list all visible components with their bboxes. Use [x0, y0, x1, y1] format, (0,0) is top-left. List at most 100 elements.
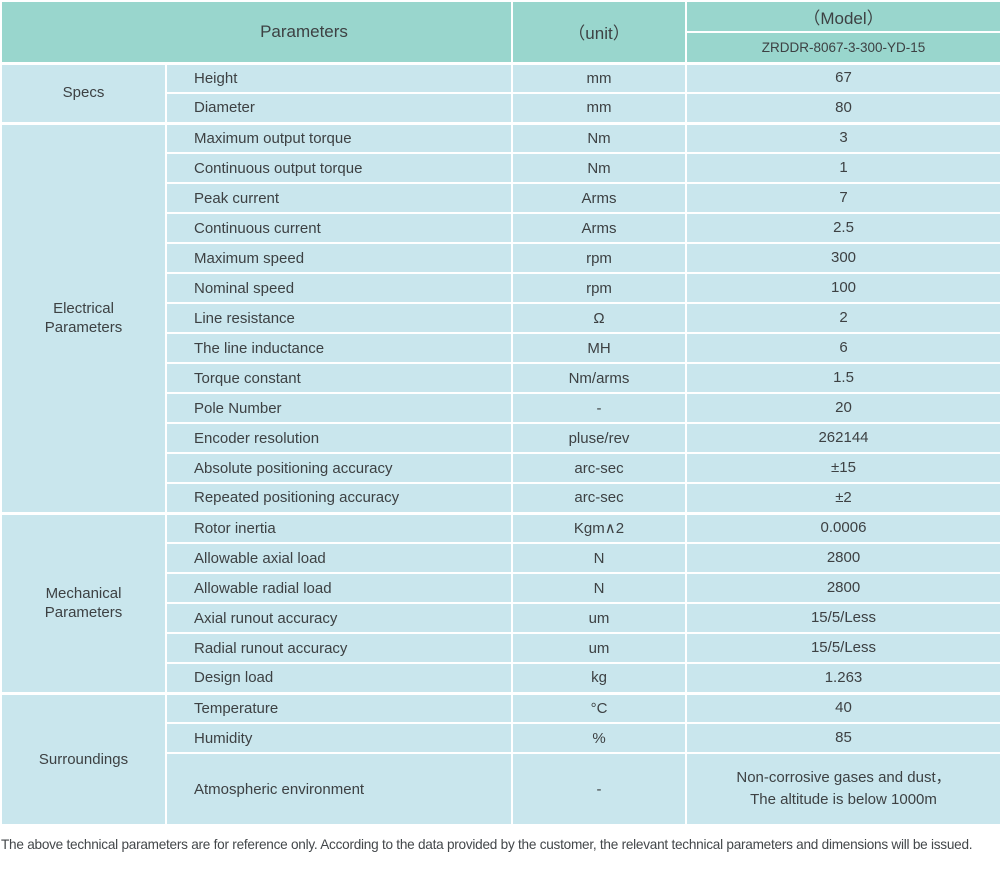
parameter-name-cell: Allowable axial load [165, 542, 513, 574]
table-row: Continuous output torque Nm 1 [1, 152, 1000, 184]
unit-cell: mm [511, 92, 687, 124]
value-cell: 1.5 [685, 362, 1000, 394]
parameter-name-cell: Radial runout accuracy [165, 632, 513, 664]
value-cell: 6 [685, 332, 1000, 364]
parameter-name-cell: Repeated positioning accuracy [165, 482, 513, 514]
value-cell: 67 [685, 61, 1000, 94]
section-group-label: Mechanical Parameters [0, 511, 167, 694]
unit-cell: - [511, 752, 687, 826]
value-cell: 1.263 [685, 662, 1000, 694]
parameter-name-cell: Rotor inertia [165, 511, 513, 544]
parameter-name-cell: Height [165, 61, 513, 94]
table-row: Peak current Arms 7 [1, 182, 1000, 214]
parameter-name-cell: Pole Number [165, 392, 513, 424]
unit-cell: pluse/rev [511, 422, 687, 454]
parameter-name-cell: The line inductance [165, 332, 513, 364]
value-cell: 15/5/Less [685, 602, 1000, 634]
value-cell: 3 [685, 121, 1000, 154]
table-row: Specs Height mm 67 [0, 61, 1000, 124]
table-row: Repeated positioning accuracy arc-sec ±2 [1, 482, 1000, 514]
value-cell: 80 [685, 92, 1000, 124]
header-parameters: Parameters [0, 0, 513, 64]
parameter-name-cell: Torque constant [165, 362, 513, 394]
value-cell: ±2 [685, 482, 1000, 514]
spec-table-body: Specs Height mm 67 Diameter mm 80 Electrical Pa… [0, 61, 1000, 826]
unit-cell: rpm [511, 242, 687, 274]
parameter-name-cell: Nominal speed [165, 272, 513, 304]
value-cell: 15/5/Less [685, 632, 1000, 664]
section-group-label: Specs [0, 61, 167, 124]
table-row: Line resistance Ω 2 [1, 302, 1000, 334]
unit-cell: N [511, 542, 687, 574]
value-cell: 0.0006 [685, 511, 1000, 544]
value-cell: 300 [685, 242, 1000, 274]
unit-cell: Kgm∧2 [511, 511, 687, 544]
table-row: Humidity% 85 [1, 722, 1000, 754]
unit-cell: arc-sec [511, 452, 687, 484]
unit-cell: Nm [511, 152, 687, 184]
parameter-name-cell: Atmospheric environment [165, 752, 513, 826]
parameter-name-cell: Axial runout accuracy [165, 602, 513, 634]
table-row: Electrical Parameters Maximum output torq… [0, 121, 1000, 514]
table-row: Axial runout accuracy um 15/5/Less [1, 602, 1000, 634]
parameter-name-cell: Absolute positioning accuracy [165, 452, 513, 484]
table-row: Torque constant Nm/arms 1.5 [1, 362, 1000, 394]
value-cell: 7 [685, 182, 1000, 214]
table-row: Surroundings Temperature °C 40 [0, 691, 1000, 826]
unit-cell: Arms [511, 212, 687, 244]
table-row: Diameter mm 80 [1, 92, 1000, 124]
parameter-name-cell: Continuous current [165, 212, 513, 244]
section-group-label: Surroundings [0, 691, 167, 826]
table-row: The line inductance MH 6 [1, 332, 1000, 364]
parameter-name-cell: Maximum output torque [165, 121, 513, 154]
parameter-name-cell: Design load [165, 662, 513, 694]
value-cell: 85 [685, 722, 1000, 754]
value-cell: 2 [685, 302, 1000, 334]
table-row: Atmospheric environment - Non-corrosive ga… [1, 752, 1000, 826]
parameter-name-cell: Humidity [165, 722, 513, 754]
value-cell: 262144 [685, 422, 1000, 454]
unit-cell: MH [511, 332, 687, 364]
unit-cell: °C [511, 691, 687, 724]
unit-cell: um [511, 632, 687, 664]
unit-cell: kg [511, 662, 687, 694]
table-row: Nominal speed rpm 100 [1, 272, 1000, 304]
parameter-name-cell: Maximum speed [165, 242, 513, 274]
unit-cell: - [511, 392, 687, 424]
spec-table: Parameters （unit） （Model） ZRDDR-8067-3-3… [0, 0, 1000, 826]
value-cell: 20 [685, 392, 1000, 424]
value-cell: 100 [685, 272, 1000, 304]
table-row: Continuous current Arms 2.5 [1, 212, 1000, 244]
unit-cell: arc-sec [511, 482, 687, 514]
footer-disclaimer: The above technical parameters are for r… [1, 837, 973, 852]
parameter-name-cell: Continuous output torque [165, 152, 513, 184]
table-row: Allowable radial load N 2800 [1, 572, 1000, 604]
unit-cell: Nm/arms [511, 362, 687, 394]
header-model-number: ZRDDR-8067-3-300-YD-15 [685, 31, 1000, 64]
parameter-name-cell: Peak current [165, 182, 513, 214]
table-row: Radial runout accuracy um 15/5/Less [1, 632, 1000, 664]
table-row: Design load kg 1.263 [1, 662, 1000, 694]
parameter-name-cell: Diameter [165, 92, 513, 124]
table-row: Encoder resolution pluse/rev 262144 [1, 422, 1000, 454]
unit-cell: N [511, 572, 687, 604]
table-row: Absolute positioning accuracy arc-sec ±15 [1, 452, 1000, 484]
unit-cell: um [511, 602, 687, 634]
table-row: Maximum speed rpm 300 [1, 242, 1000, 274]
section-group-label: Electrical Parameters [0, 121, 167, 514]
value-cell: 1 [685, 152, 1000, 184]
value-cell: 2800 [685, 542, 1000, 574]
value-cell: ±15 [685, 452, 1000, 484]
unit-cell: Nm [511, 121, 687, 154]
value-cell: 2800 [685, 572, 1000, 604]
header-unit: （unit） [511, 0, 687, 64]
value-cell: Non-corrosive gases and dust， The altitu… [685, 752, 1000, 826]
spec-table-header: Parameters （unit） （Model） ZRDDR-8067-3-3… [0, 0, 1000, 64]
table-row: Pole Number -20 [1, 392, 1000, 424]
header-model: （Model） [685, 0, 1000, 33]
parameter-name-cell: Temperature [165, 691, 513, 724]
parameter-name-cell: Line resistance [165, 302, 513, 334]
parameter-name-cell: Allowable radial load [165, 572, 513, 604]
parameter-name-cell: Encoder resolution [165, 422, 513, 454]
